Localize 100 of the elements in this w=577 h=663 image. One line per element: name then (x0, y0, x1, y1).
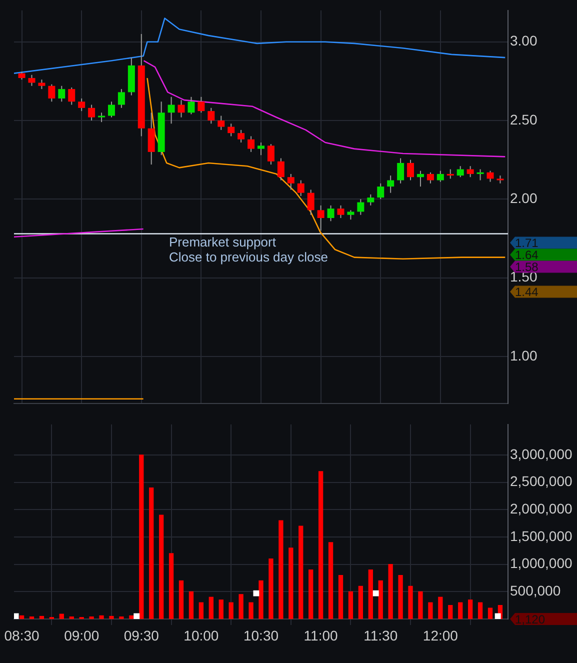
candlestick (486, 170, 494, 182)
x-tick-label: 10:00 (184, 627, 219, 644)
y-tick-label: 3,000,000 (510, 446, 572, 462)
bar (188, 591, 194, 619)
candlestick (476, 168, 484, 181)
bar (119, 616, 124, 619)
candlestick (188, 96, 195, 115)
bar (318, 471, 324, 619)
y-tick-label: 1,500,000 (510, 528, 572, 544)
candlestick (68, 86, 76, 106)
bar (178, 580, 184, 619)
candlestick (446, 168, 454, 180)
x-tick-label: 12:00 (422, 627, 458, 644)
bar (268, 558, 274, 619)
bar (208, 596, 214, 619)
candlestick (78, 98, 86, 112)
x-tick-label: 08:30 (4, 627, 40, 644)
candlestick (258, 142, 264, 156)
text: 1.44 (515, 285, 539, 300)
bar (468, 600, 473, 619)
candlestick (397, 158, 404, 184)
candlestick (238, 129, 245, 144)
candlestick (248, 136, 255, 152)
bar (19, 615, 24, 619)
x-tick-label: 11:00 (304, 627, 338, 644)
candlestick (98, 112, 106, 123)
y-tick-label: 1,000,000 (510, 555, 572, 572)
x-tick-label: 09:30 (124, 627, 160, 644)
x-tick-label: 10:30 (243, 627, 279, 644)
bar (448, 605, 453, 619)
bar (238, 594, 244, 619)
y-tick-label: 2,000,000 (510, 500, 572, 517)
bar (139, 454, 144, 619)
candlestick (297, 180, 304, 196)
bar (398, 574, 403, 619)
y-tick-label: 2,500,000 (510, 473, 572, 490)
bar (29, 616, 34, 619)
bar (488, 608, 493, 619)
bar (458, 602, 463, 619)
candlestick (426, 172, 434, 184)
candlestick (228, 123, 235, 137)
y-tick-label: 3.00 (510, 32, 538, 49)
candlestick (287, 173, 294, 190)
candlestick (88, 104, 96, 121)
bar (158, 514, 164, 619)
bar (288, 548, 294, 619)
candlestick (416, 170, 424, 188)
bar (378, 580, 383, 619)
bar (258, 580, 264, 619)
bar (348, 591, 354, 619)
bar (408, 586, 413, 619)
x-tick-label: 09:00 (64, 627, 100, 644)
y-tick-label: 1.00 (510, 347, 538, 364)
candlestick (28, 74, 36, 86)
bar (388, 564, 393, 619)
candlestick (347, 210, 354, 220)
text: 1.64 (515, 248, 539, 262)
bar (298, 526, 304, 619)
bar (129, 615, 134, 619)
bar (99, 615, 104, 619)
candlestick (108, 101, 115, 118)
y-tick-label: 500,000 (510, 582, 561, 599)
candlestick (317, 204, 324, 232)
candlestick (367, 194, 374, 206)
bar (109, 616, 114, 619)
bar (328, 542, 334, 619)
candlestick (407, 159, 414, 181)
x-tick-label: 11:30 (364, 627, 398, 644)
candlestick (218, 115, 225, 130)
candlestick (327, 204, 334, 222)
bar (228, 602, 234, 619)
candlestick (456, 166, 464, 178)
y-tick-label: 2.50 (510, 111, 538, 128)
annotation: Premarket support (169, 234, 276, 250)
bar (428, 602, 433, 619)
candlestick (198, 96, 205, 114)
bar (358, 586, 364, 619)
candlestick (377, 182, 384, 200)
bar (69, 616, 74, 619)
bar (168, 553, 174, 619)
bar (308, 569, 314, 619)
candlestick (267, 144, 274, 166)
bar (89, 616, 94, 619)
candlestick (58, 85, 66, 102)
text: 1,120 (515, 612, 546, 626)
candlestick (38, 79, 46, 90)
text: 1.71 (515, 236, 539, 250)
candlestick (178, 100, 185, 118)
bar (478, 602, 483, 619)
bar (338, 574, 344, 619)
bar (248, 602, 254, 619)
bar (278, 520, 284, 619)
annotation: Close to previous day close (169, 249, 328, 264)
y-tick-label: 2.00 (510, 190, 538, 206)
candlestick (118, 88, 125, 108)
bar (438, 596, 443, 619)
candlestick (168, 96, 175, 124)
bar (198, 602, 204, 619)
candlestick (337, 204, 344, 219)
bar (218, 600, 224, 619)
